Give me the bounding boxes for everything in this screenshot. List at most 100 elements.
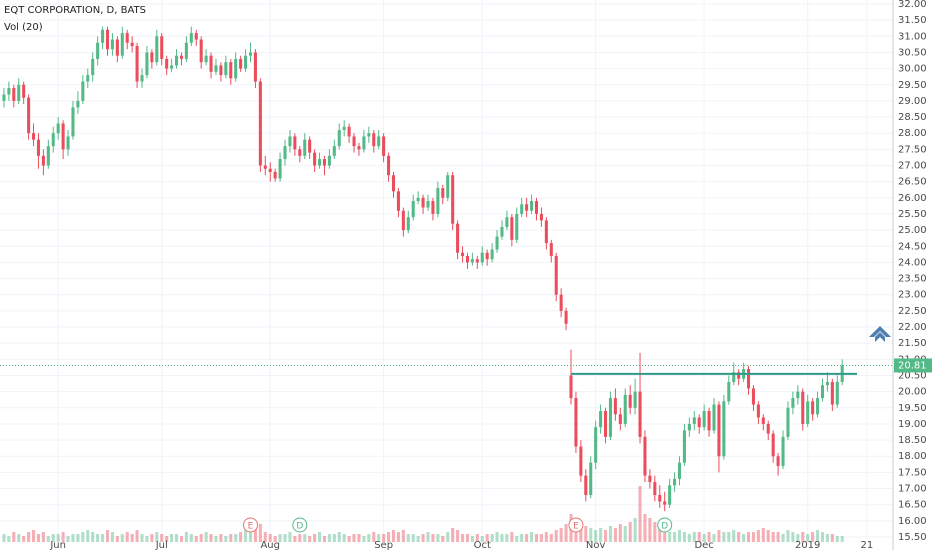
volume-bar xyxy=(165,536,169,542)
volume-bar xyxy=(293,536,297,542)
candle-body xyxy=(377,136,381,147)
candle-body xyxy=(490,249,494,260)
y-tick-label: 17.50 xyxy=(898,467,927,478)
candle-body xyxy=(594,427,598,463)
candle-body xyxy=(751,388,755,405)
y-tick-label: 24.50 xyxy=(898,241,927,252)
volume-bar xyxy=(470,536,474,542)
candle-body xyxy=(717,404,721,457)
candle-body xyxy=(362,136,366,150)
candle-body xyxy=(411,201,415,218)
candle-body xyxy=(801,391,805,424)
y-tick-label: 18.50 xyxy=(898,435,927,446)
volume-bar xyxy=(520,534,524,542)
volume-bar xyxy=(441,536,445,542)
volume-bar xyxy=(268,534,272,542)
volume-bar xyxy=(105,530,110,542)
volume-bar xyxy=(825,534,829,542)
event-marker xyxy=(242,517,258,533)
volume-bar xyxy=(653,522,657,542)
volume-bar xyxy=(451,528,455,542)
candle-body xyxy=(520,204,524,214)
candle-body xyxy=(135,45,139,82)
volume-bar xyxy=(544,532,548,542)
candle-body xyxy=(470,259,474,263)
candle-body xyxy=(372,133,376,147)
volume-bar xyxy=(835,536,839,542)
x-tick-label: Jun xyxy=(49,540,66,550)
event-label: E xyxy=(248,522,254,532)
candle-body xyxy=(806,401,810,424)
volume-bar xyxy=(431,534,435,542)
volume-bar xyxy=(756,530,760,542)
volume-bar xyxy=(184,532,188,542)
volume-bar xyxy=(628,522,632,542)
volume-bar xyxy=(327,534,331,542)
candle-body xyxy=(7,87,11,95)
candle-body xyxy=(737,372,741,379)
candle-body xyxy=(460,252,465,256)
candle-body xyxy=(189,33,193,43)
y-tick-label: 27.00 xyxy=(898,161,927,172)
candle-body xyxy=(638,391,642,437)
candle-body xyxy=(382,136,386,156)
volume-bar xyxy=(234,534,238,542)
volume-bar xyxy=(61,532,65,542)
y-tick-label: 26.00 xyxy=(898,193,927,204)
candle-body xyxy=(179,55,183,59)
candle-body xyxy=(495,236,499,250)
volume-bar xyxy=(377,534,381,542)
candle-body xyxy=(155,36,159,63)
candle-body xyxy=(22,84,26,98)
event-label: D xyxy=(661,522,668,532)
candle-body xyxy=(677,462,682,479)
candle-body xyxy=(682,430,686,463)
y-tick-label: 23.00 xyxy=(898,290,927,301)
volume-bar xyxy=(608,526,612,542)
axes: 15.50 16.00 16.50 17.00 17.50 18.00 18.50 19.00… xyxy=(49,0,932,550)
volume-bar xyxy=(727,532,731,542)
candle-body xyxy=(56,123,60,134)
y-tick-label: 23.50 xyxy=(898,274,927,285)
candle-body xyxy=(263,165,267,169)
candle-body xyxy=(175,55,179,66)
volume-bar xyxy=(170,534,174,542)
candle-body xyxy=(17,84,21,101)
volume-bar xyxy=(253,526,257,542)
candle-body xyxy=(165,58,169,69)
volume-bar xyxy=(263,532,267,542)
volume-bar xyxy=(150,534,154,542)
volume-bar xyxy=(120,534,124,542)
candle-body xyxy=(283,146,287,160)
volume-bar xyxy=(32,530,36,542)
candle-body xyxy=(603,411,608,437)
volume-bar xyxy=(288,532,292,542)
candle-body xyxy=(209,55,213,72)
volume-bar xyxy=(46,536,50,542)
volume-bar xyxy=(465,534,469,542)
candle-body xyxy=(544,220,548,244)
y-tick-label: 28.50 xyxy=(898,112,927,123)
volume-bar xyxy=(791,532,795,542)
candle-body xyxy=(515,213,519,240)
volume-bar xyxy=(673,532,677,542)
volume-bar xyxy=(677,530,682,542)
volume-bar xyxy=(17,534,21,542)
volume-bar xyxy=(86,530,90,542)
candle-body xyxy=(76,100,80,108)
candle-body xyxy=(120,33,124,56)
volume-bar xyxy=(308,536,312,542)
candle-body xyxy=(431,201,435,214)
y-tick-label: 29.50 xyxy=(898,80,927,91)
volume-bar xyxy=(702,534,706,542)
candle-body xyxy=(27,97,31,134)
y-tick-label: 19.50 xyxy=(898,403,927,414)
candle-body xyxy=(707,411,711,431)
volume-bar xyxy=(12,532,16,542)
candle-body xyxy=(702,411,706,428)
volume-bar xyxy=(584,526,588,542)
y-tick-label: 16.00 xyxy=(898,516,927,527)
candle-body xyxy=(608,398,612,437)
candle-body xyxy=(569,375,573,399)
